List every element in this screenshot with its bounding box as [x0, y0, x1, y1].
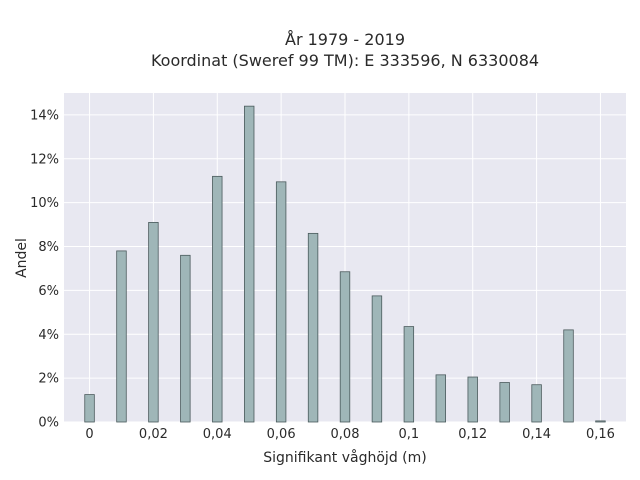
x-tick-label: 0,1 [399, 427, 420, 442]
x-axis-ticks: 0 0,02 0,04 0,06 0,08 0,1 0,12 0,14 0,16 [85, 427, 615, 442]
bar [212, 175, 223, 423]
x-tick-label: 0,14 [522, 427, 551, 442]
x-tick-label: 0,02 [139, 427, 168, 442]
y-tick-label: 12% [30, 152, 59, 167]
bar [84, 394, 95, 423]
bar [467, 376, 478, 423]
chart-title-line2: Koordinat (Sweref 99 TM): E 333596, N 63… [151, 51, 539, 70]
y-tick-label: 10% [30, 196, 59, 211]
y-tick-label: 8% [38, 240, 59, 255]
y-tick-label: 2% [38, 372, 59, 387]
bar [275, 181, 287, 423]
bar [435, 374, 446, 423]
bar [403, 326, 415, 423]
bar [148, 222, 159, 423]
bar [563, 329, 574, 423]
x-tick-label: 0 [85, 427, 93, 442]
y-axis-ticks: 0% 2% 4% 6% 8% 10% 12% 14% [30, 108, 59, 430]
bar [116, 250, 127, 423]
bar [180, 254, 191, 423]
y-tick-label: 4% [38, 328, 59, 343]
bar [531, 384, 542, 423]
x-tick-label: 0,08 [331, 427, 360, 442]
bar [499, 382, 510, 423]
y-tick-label: 0% [38, 416, 59, 431]
bar [595, 420, 606, 423]
bar [307, 232, 319, 423]
x-tick-label: 0,06 [267, 427, 296, 442]
x-tick-label: 0,04 [203, 427, 232, 442]
x-tick-label: 0,12 [458, 427, 487, 442]
bar [339, 271, 351, 423]
bar [371, 295, 383, 423]
chart-title-line1: År 1979 - 2019 [285, 30, 405, 49]
bar [244, 105, 255, 423]
x-tick-label: 0,16 [586, 427, 615, 442]
y-axis-label: Andel [14, 238, 30, 278]
bars [84, 105, 606, 423]
y-tick-label: 14% [30, 108, 59, 123]
y-tick-label: 6% [38, 284, 59, 299]
x-axis-label: Signifikant våghöjd (m) [263, 449, 426, 466]
